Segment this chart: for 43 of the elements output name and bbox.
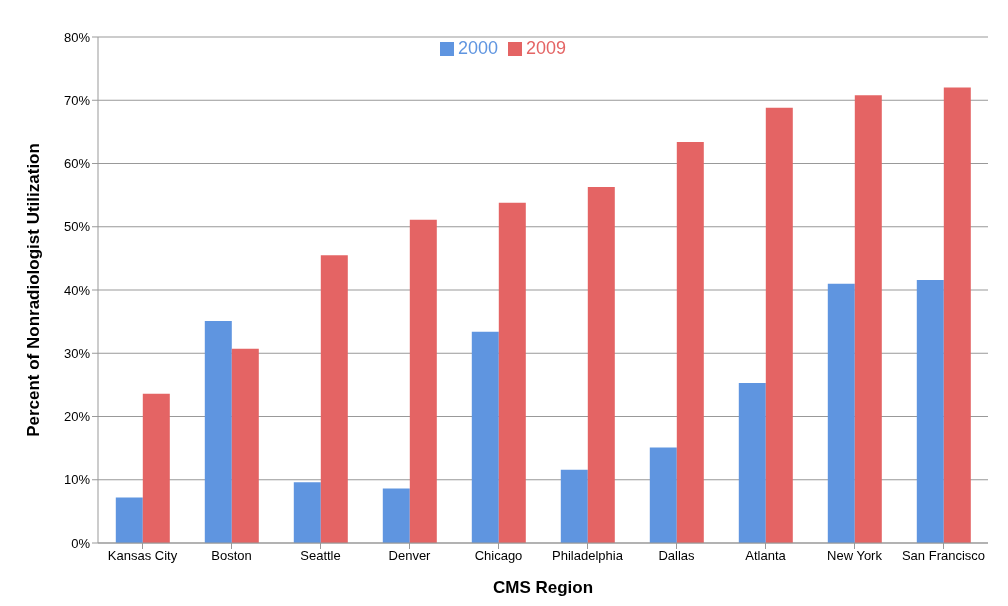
bar [827, 283, 855, 543]
bar [382, 488, 410, 543]
x-tick-label: Atlanta [745, 548, 787, 564]
bar [231, 348, 259, 543]
bar [471, 331, 499, 543]
y-tick-label: 20% [63, 409, 91, 425]
legend-label: 2009 [526, 38, 567, 58]
bar [409, 219, 437, 543]
x-tick-label: Kansas City [107, 548, 178, 564]
x-tick-label: Chicago [474, 548, 523, 564]
x-tick-label: Dallas [658, 548, 696, 564]
bar [854, 95, 882, 543]
x-tick-label: New York [827, 548, 883, 564]
bar [916, 279, 944, 543]
y-tick-label: 70% [63, 92, 91, 108]
bar [738, 382, 766, 543]
bar [676, 142, 704, 543]
y-tick-label: 30% [63, 345, 91, 361]
y-axis-title: Percent of Nonradiologist Utilization [24, 143, 44, 437]
x-tick-label: Boston [211, 548, 252, 564]
bar [649, 447, 677, 543]
x-tick-label: San Francisco [901, 548, 986, 564]
bar [587, 186, 615, 543]
bar [204, 320, 232, 543]
y-tick-label: 80% [63, 29, 91, 45]
bar [560, 469, 588, 543]
x-tick-label: Philadelphia [552, 548, 624, 564]
bar [293, 482, 321, 543]
y-tick-label: 40% [63, 282, 91, 298]
bar [320, 255, 348, 543]
legend-label: 2000 [457, 38, 498, 58]
x-tick-label: Denver [388, 548, 432, 564]
y-tick-label: 60% [63, 156, 91, 172]
bar [142, 393, 170, 543]
y-tick-label: 0% [71, 535, 91, 551]
bar [943, 87, 971, 543]
bar [498, 202, 526, 543]
bar [765, 107, 793, 543]
bar [115, 497, 143, 543]
x-tick-label: Seattle [300, 548, 341, 564]
x-axis-title: CMS Region [492, 578, 594, 597]
y-tick-label: 50% [63, 219, 91, 235]
y-tick-label: 10% [63, 472, 91, 488]
